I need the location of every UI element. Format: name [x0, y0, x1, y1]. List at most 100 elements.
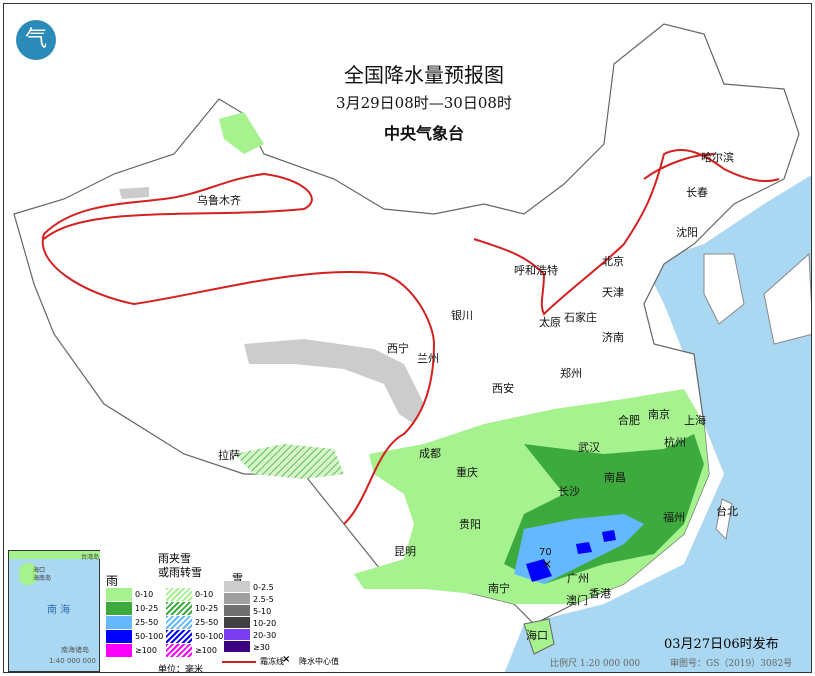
legend-snow-label: 0-2.5 [253, 583, 274, 592]
city-label: 拉萨 [218, 449, 240, 462]
legend-rain-label: 0-10 [135, 590, 154, 599]
japan [763, 252, 811, 345]
legend-rain-swatch [106, 616, 132, 629]
legend-rain-swatch [106, 588, 132, 601]
legend-snow-swatch [224, 605, 250, 616]
precipitation-map: × 全国降水量预报图 3月29日08时—30日08时 中央气象台 气 70 乌鲁… [3, 3, 812, 673]
city-label: 贵阳 [459, 518, 481, 531]
legend-mixed-label: ≥100 [195, 646, 217, 655]
legend-rain-label: 50-100 [135, 632, 164, 641]
south-china-sea-inset: 海口 海南岛 台湾岛 南 海 南海诸岛 1:40 000 000 [8, 550, 101, 672]
legend-snow-label: 2.5-5 [253, 595, 274, 604]
city-label: 武汉 [578, 441, 600, 454]
legend-mixed-swatch [166, 616, 192, 629]
city-label: 杭州 [664, 436, 686, 449]
map-title: 全国降水量预报图 [344, 63, 504, 87]
legend-snow-swatch [224, 629, 250, 640]
legend-snow-label: 5-10 [253, 607, 272, 616]
map-number: 审图号：GS（2019）3082号 [670, 659, 793, 669]
legend-rain-label: 10-25 [135, 604, 159, 613]
map-scale: 比例尺 1:20 000 000 [550, 659, 641, 669]
city-label: 西宁 [387, 342, 409, 355]
inset-hainan [19, 563, 37, 585]
legend-rain-swatch [106, 644, 132, 657]
issue-time: 03月27日06时发布 [664, 637, 779, 652]
city-label: 太原 [539, 316, 561, 329]
legend-snow-label: 20-30 [253, 631, 277, 640]
inset-scale: 1:40 000 000 [49, 657, 96, 665]
city-label: 昆明 [394, 545, 416, 558]
legend-mixed-title: 雨夹雪 或雨转雪 [158, 552, 202, 579]
legend-mixed-swatch [166, 588, 192, 601]
city-label: 乌鲁木齐 [197, 194, 241, 207]
legend-mixed-label: 0-10 [195, 590, 214, 599]
city-label: 合肥 [618, 414, 640, 427]
city-label: 天津 [602, 286, 624, 299]
city-label: 海口 [526, 629, 548, 642]
city-label: 呼和浩特 [514, 264, 558, 277]
legend-mixed-swatch [166, 602, 192, 615]
rain-50-100 [526, 530, 616, 582]
legend-center-label: 降水中心值 [299, 657, 339, 666]
city-label: 兰州 [417, 352, 439, 365]
legend-snow-label: 10-20 [253, 619, 277, 628]
frost-lines [41, 149, 780, 525]
snow-xinjiang [119, 187, 149, 199]
city-label: 沈阳 [676, 226, 698, 239]
city-label: 南京 [648, 408, 670, 421]
city-label: 南宁 [488, 582, 510, 595]
legend-rain-title: 雨 [106, 574, 119, 588]
legend-mixed-label: 25-50 [195, 618, 219, 627]
city-label: 台北 [716, 505, 738, 518]
legend-snow-title: 雪 [232, 572, 243, 585]
city-label: 哈尔滨 [701, 151, 734, 164]
legend-snow-swatch [224, 593, 250, 604]
inset-sea-label: 南 海 [47, 605, 71, 616]
rain-north-xinjiang [219, 112, 264, 154]
city-label: 福州 [663, 511, 685, 524]
legend-frost-line: 霜冻线 [260, 657, 284, 666]
map-canvas: × [13, 23, 811, 672]
city-label: 澳门 [566, 594, 588, 607]
city-label: 南昌 [604, 471, 626, 484]
legend-rain-swatch [106, 630, 132, 643]
legend-center-mark: × [282, 654, 291, 665]
city-label: 郑州 [560, 367, 582, 380]
city-label: 重庆 [456, 466, 478, 479]
inset-taiwan-island-label: 台湾岛 [81, 554, 100, 561]
legend-snow-swatch [224, 617, 250, 628]
inset-haikou-label: 海口 [33, 567, 46, 574]
legend-snow-label: ≥30 [253, 643, 270, 652]
inset-mainland [9, 551, 101, 559]
cma-logo: 气 [16, 20, 56, 60]
inset-hainan-island-label: 海南岛 [33, 575, 52, 582]
legend-rain-label: ≥100 [135, 646, 157, 655]
center-mark: × [542, 557, 552, 571]
snow-qinghai [244, 339, 424, 424]
legend-rain-label: 25-50 [135, 618, 159, 627]
city-label: 西安 [492, 382, 514, 395]
city-label: 银川 [451, 309, 473, 322]
forecast-period: 3月29日08时—30日08时 [336, 94, 512, 112]
city-label: 长沙 [558, 485, 580, 498]
hainan [523, 618, 555, 655]
city-label: 长春 [686, 186, 708, 199]
issuer: 中央气象台 [383, 124, 464, 143]
legend-snow-swatch [224, 641, 250, 652]
taiwan [715, 498, 733, 541]
legend-mixed-swatch [166, 644, 192, 657]
city-label: 北京 [602, 255, 624, 268]
legend-unit: 单位：毫米 [158, 665, 204, 673]
city-label: 济南 [602, 331, 624, 344]
center-value: 70 [539, 547, 552, 558]
inset-islands-label: 南海诸岛 [61, 646, 89, 654]
legend-rain-swatch [106, 602, 132, 615]
city-label: 广州 [567, 572, 589, 585]
city-label: 香港 [589, 587, 611, 600]
city-label: 石家庄 [564, 311, 597, 324]
legend: 雨 雨夹雪 或雨转雪 雪 0-10 10-25 25-50 50-100 ≥100 0-1… [100, 550, 340, 672]
legend-snow-swatch [224, 581, 250, 592]
legend-mixed-label: 50-100 [195, 632, 224, 641]
mixed-tibet [234, 444, 344, 479]
legend-mixed-label: 10-25 [195, 604, 219, 613]
